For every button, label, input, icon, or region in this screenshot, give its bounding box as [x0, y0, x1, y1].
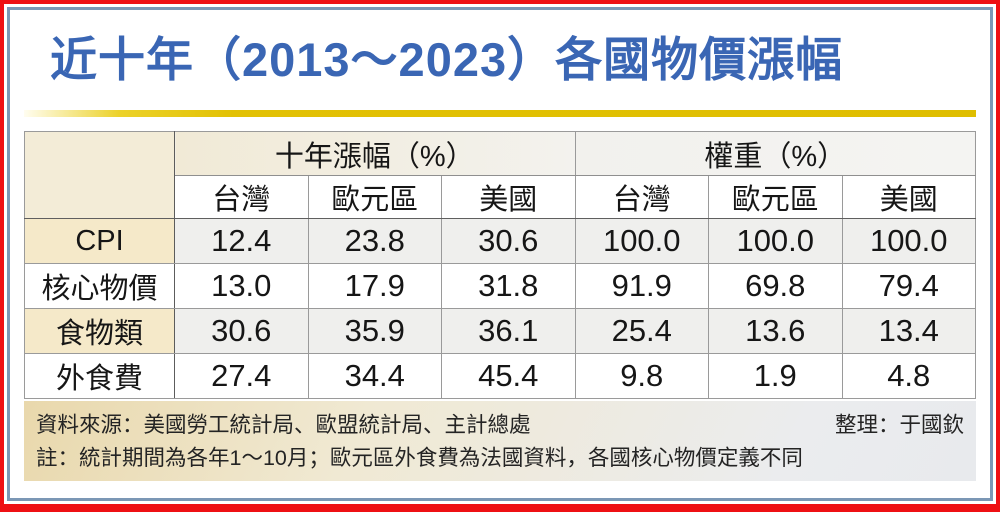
value-cell: 34.4 — [307, 353, 442, 399]
footer: 資料來源：美國勞工統計局、歐盟統計局、主計總處 整理：于國欽 註：統計期間為各年… — [24, 401, 976, 481]
footnote: 註：統計期間為各年1～10月；歐元區外食費為法國資料，各國核心物價定義不同 — [36, 446, 803, 470]
value-cell: 100.0 — [708, 218, 843, 264]
value-cell: 79.4 — [841, 263, 976, 309]
value-cell: 17.9 — [307, 263, 442, 309]
group-header-row: 十年漲幅（%） 權重（%） — [24, 131, 976, 219]
sub-header-row: 台灣 歐元區 美國 台灣 歐元區 美國 — [25, 175, 976, 219]
value-cell: 13.6 — [708, 308, 843, 354]
value-cell: 13.0 — [174, 263, 309, 309]
gold-divider — [24, 110, 976, 117]
value-cell: 23.8 — [307, 218, 442, 264]
value-cell: 27.4 — [174, 353, 309, 399]
page-title: 近十年（2013～2023）各國物價漲幅 — [50, 33, 844, 86]
value-cell: 91.9 — [574, 263, 709, 309]
sub-header-taiwan: 台灣 — [174, 175, 309, 219]
group-header-decade-change: 十年漲幅（%） — [174, 131, 576, 176]
value-cell: 30.6 — [174, 308, 309, 354]
sub-header-eurozone-2: 歐元區 — [708, 175, 843, 219]
sub-header-usa: 美國 — [441, 175, 576, 219]
footer-line-1: 資料來源：美國勞工統計局、歐盟統計局、主計總處 整理：于國欽 — [36, 408, 964, 439]
price-table: 十年漲幅（%） 權重（%） 台灣 歐元區 美國 台灣 歐元區 美國 CPI 12… — [24, 131, 976, 399]
value-cell: 69.8 — [708, 263, 843, 309]
row-label: 外食費 — [24, 353, 175, 399]
table-row-food: 食物類 30.6 35.9 36.1 25.4 13.6 13.4 — [24, 308, 976, 354]
value-cell: 1.9 — [708, 353, 843, 399]
value-cell: 45.4 — [441, 353, 576, 399]
sub-header-eurozone: 歐元區 — [307, 175, 442, 219]
value-cell: 36.1 — [441, 308, 576, 354]
value-cell: 4.8 — [841, 353, 976, 399]
table-row-core-prices: 核心物價 13.0 17.9 31.8 91.9 69.8 79.4 — [24, 263, 976, 309]
value-cell: 9.8 — [574, 353, 709, 399]
row-label: 核心物價 — [24, 263, 175, 309]
value-cell: 35.9 — [307, 308, 442, 354]
value-cell: 13.4 — [841, 308, 976, 354]
table-row-dining-out: 外食費 27.4 34.4 45.4 9.8 1.9 4.8 — [24, 353, 976, 399]
value-cell: 25.4 — [574, 308, 709, 354]
corner-cell — [24, 131, 175, 219]
value-cell: 12.4 — [174, 218, 309, 264]
row-label: CPI — [24, 218, 175, 264]
value-cell: 100.0 — [574, 218, 709, 264]
blue-frame: 近十年（2013～2023）各國物價漲幅 十年漲幅（%） 權重（%） 台灣 歐元… — [7, 7, 993, 501]
value-cell: 30.6 — [441, 218, 576, 264]
table-row-cpi: CPI 12.4 23.8 30.6 100.0 100.0 100.0 — [24, 218, 976, 264]
source-note: 資料來源：美國勞工統計局、歐盟統計局、主計總處 — [36, 413, 531, 437]
row-label: 食物類 — [24, 308, 175, 354]
value-cell: 100.0 — [841, 218, 976, 264]
editor-credit: 整理：于國欽 — [834, 413, 964, 437]
sub-header-taiwan-2: 台灣 — [574, 175, 709, 219]
sub-header-usa-2: 美國 — [841, 175, 976, 219]
value-cell: 31.8 — [441, 263, 576, 309]
group-header-weight: 權重（%） — [574, 131, 976, 176]
